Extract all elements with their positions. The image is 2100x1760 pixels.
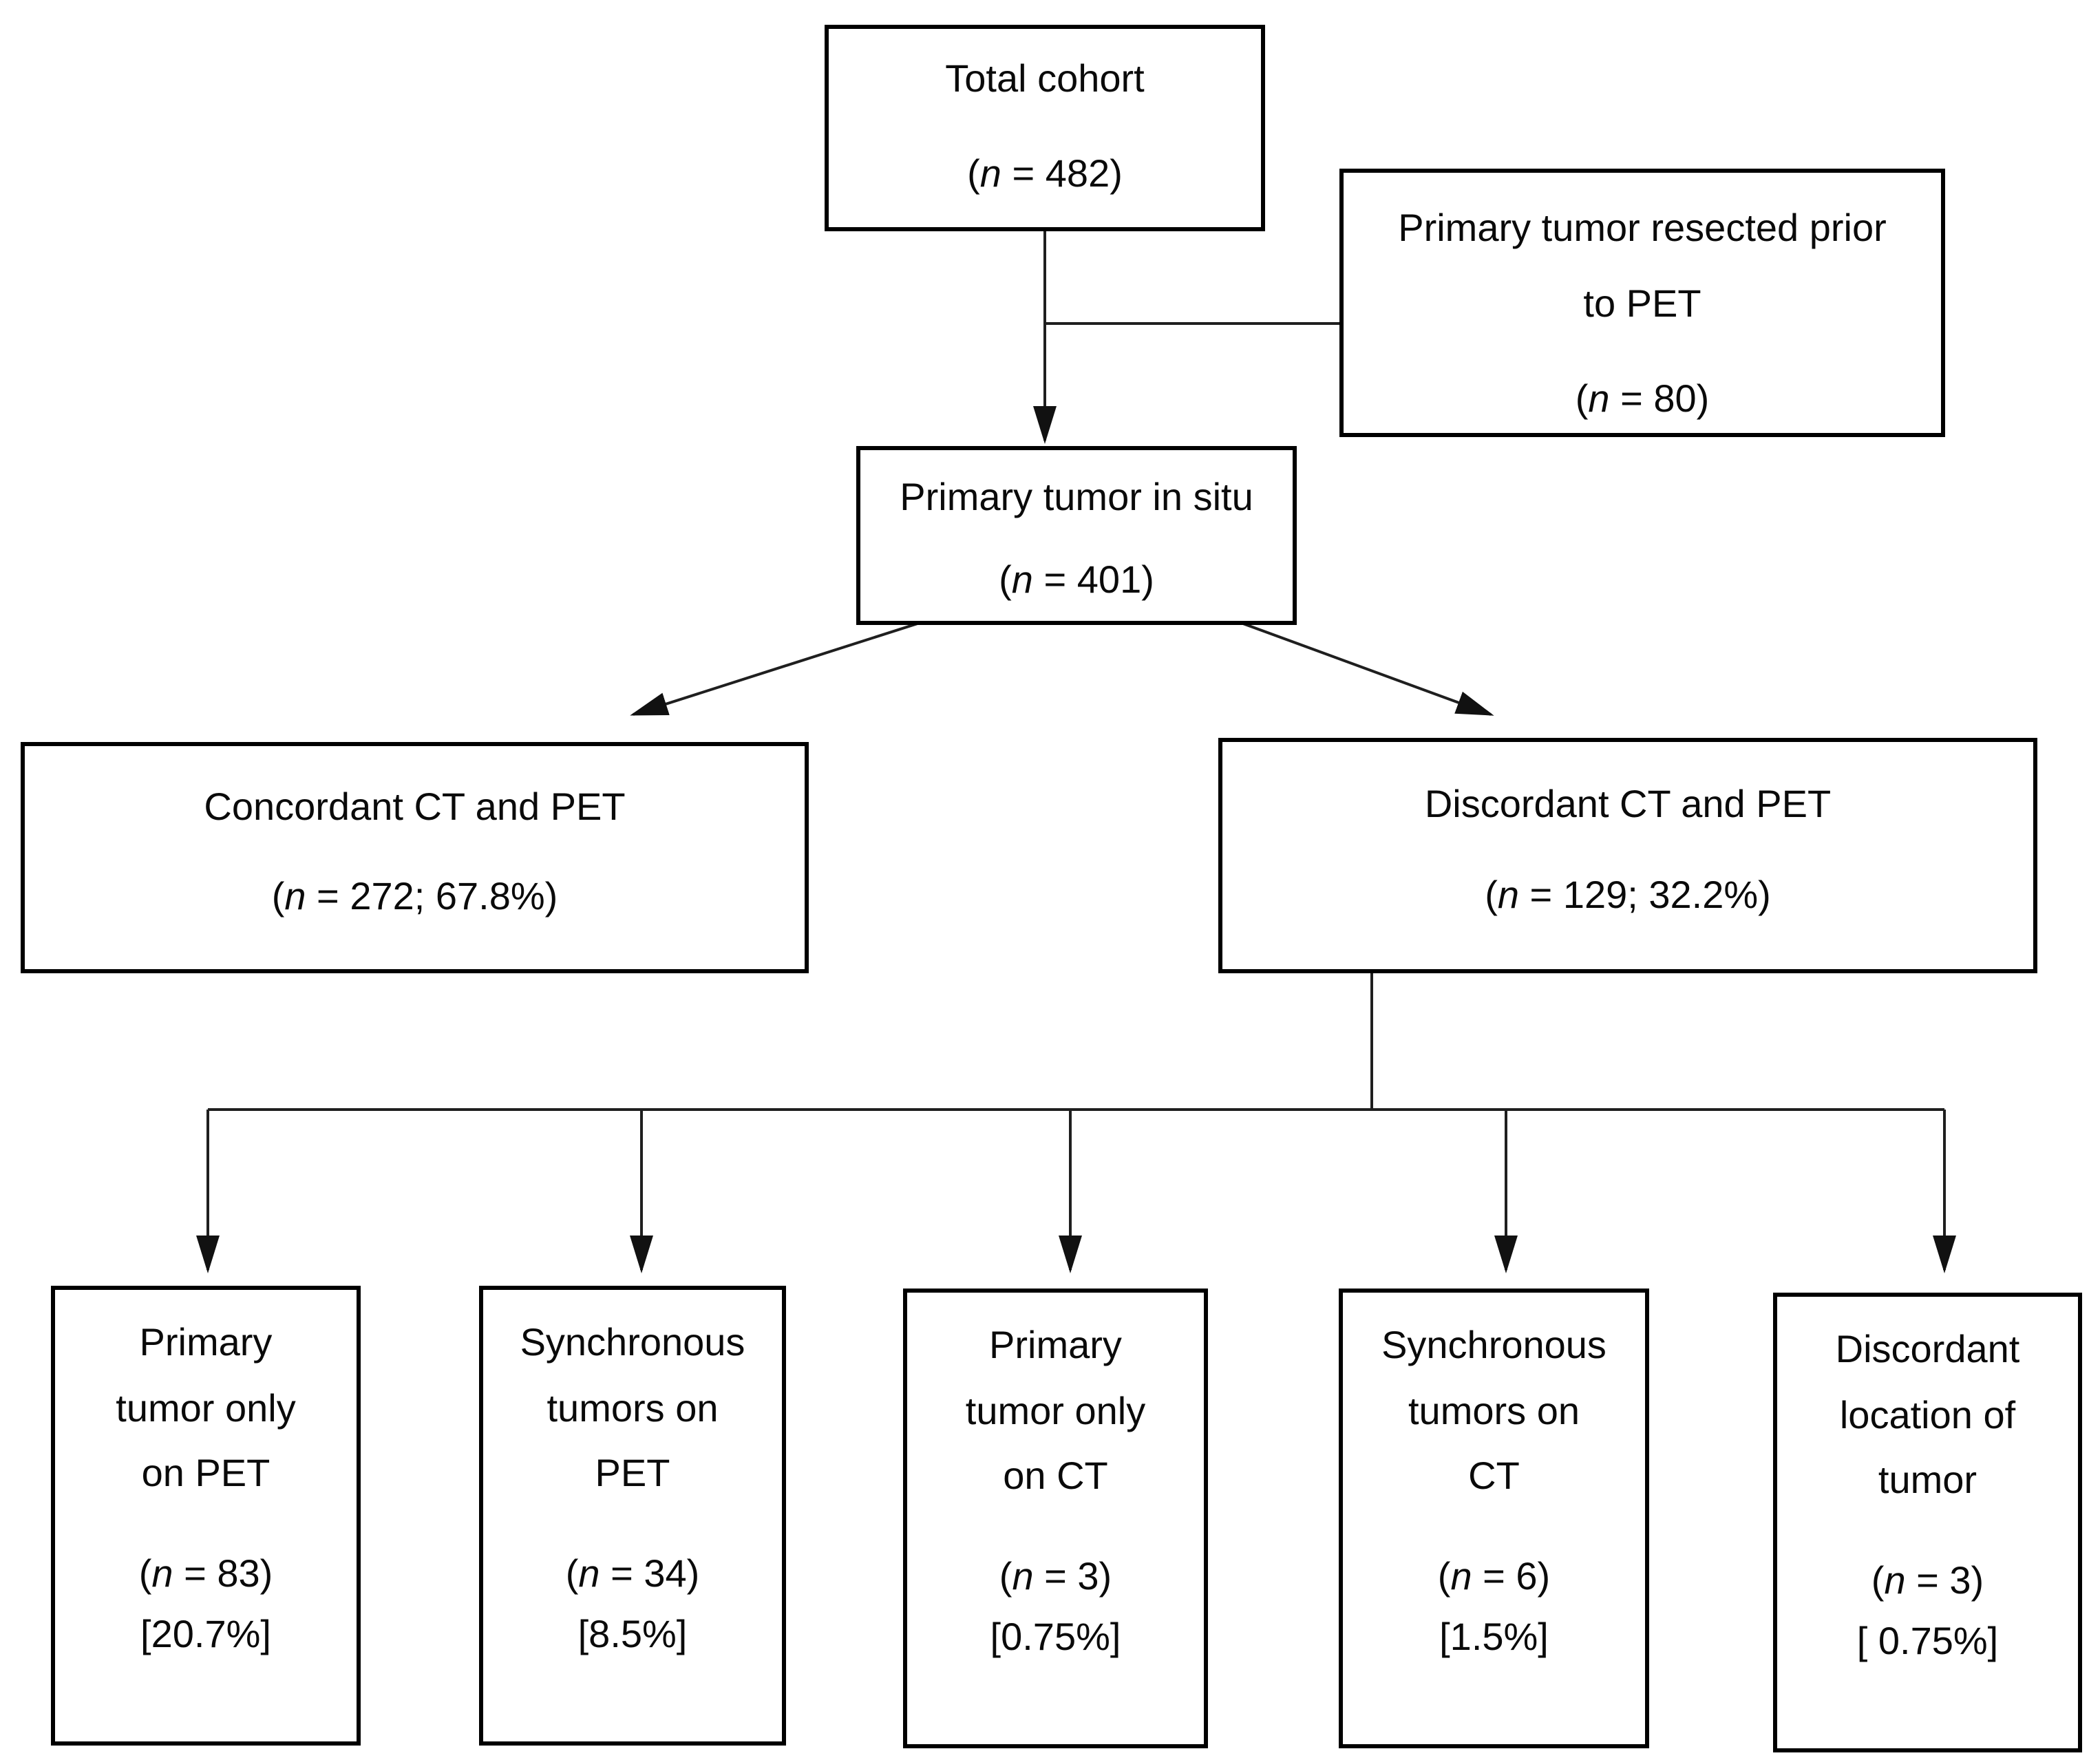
box-pct-line: [1.5%]	[1439, 1615, 1549, 1658]
box-n-line: (n = 34)	[483, 1551, 782, 1595]
box-title-line: tumor	[1878, 1458, 1977, 1501]
box-pct-line: [20.7%]	[140, 1612, 271, 1655]
box-pct-line: [8.5%]	[577, 1612, 688, 1655]
box-title-line: on PET	[141, 1451, 271, 1494]
box-synchronous-tumors-ct: Synchronous tumors on CT (n = 6) [1.5%]	[1339, 1289, 1649, 1748]
box-n-line: (n = 3)	[1777, 1558, 2078, 1602]
n-open: (	[999, 1554, 1012, 1598]
box-discordant-location: Discordant location of tumor (n = 3) [ 0…	[1773, 1293, 2082, 1752]
box-title-line: Concordant CT and PET	[204, 785, 626, 828]
connector-insitu-to-concordant-arrow	[630, 622, 918, 716]
box-title-line: Primary	[139, 1320, 273, 1364]
box-n-line: (n = 272; 67.8%)	[25, 874, 805, 918]
n-open: (	[1437, 1554, 1451, 1598]
n-symbol: n	[1497, 873, 1519, 916]
box-n-line: (n = 83)	[55, 1551, 357, 1595]
n-open: (	[271, 874, 285, 918]
n-symbol: n	[284, 874, 306, 918]
box-primary-tumor-only-ct: Primary tumor only on CT (n = 3) [0.75%]	[903, 1289, 1208, 1748]
box-title-line: Discordant CT and PET	[1424, 782, 1832, 825]
n-rest: = 34)	[600, 1551, 700, 1595]
box-title-line: tumors on	[547, 1386, 719, 1430]
n-rest: = 3)	[1033, 1554, 1112, 1598]
n-open: (	[565, 1551, 579, 1595]
box-title-line: Primary tumor resected prior	[1398, 206, 1887, 249]
n-symbol: n	[979, 151, 1001, 195]
n-rest: = 83)	[173, 1551, 273, 1595]
n-rest: = 6)	[1472, 1554, 1551, 1598]
n-open: (	[1871, 1558, 1885, 1602]
n-rest: = 3)	[1905, 1558, 1984, 1602]
box-pct-line: [ 0.75%]	[1856, 1619, 1999, 1662]
n-open: (	[1485, 873, 1498, 916]
connector-insitu-to-discordant-arrow	[1242, 622, 1494, 716]
n-symbol: n	[1588, 377, 1610, 420]
n-open: (	[1575, 377, 1589, 420]
box-discordant-ct-pet: Discordant CT and PET (n = 129; 32.2%)	[1218, 738, 2037, 973]
n-symbol: n	[151, 1551, 173, 1595]
box-title-line: to PET	[1583, 282, 1701, 325]
box-title-line: tumors on	[1408, 1389, 1580, 1432]
n-rest: = 80)	[1609, 377, 1710, 420]
n-symbol: n	[1884, 1558, 1906, 1602]
n-symbol: n	[1450, 1554, 1472, 1598]
box-n-line: (n = 129; 32.2%)	[1222, 873, 2033, 917]
box-pct-line: [0.75%]	[990, 1615, 1121, 1658]
box-n-line: (n = 80)	[1344, 377, 1941, 421]
box-primary-tumor-in-situ: Primary tumor in situ (n = 401)	[856, 446, 1297, 625]
box-resected-prior-to-pet: Primary tumor resected prior to PET (n =…	[1339, 169, 1945, 437]
n-symbol: n	[578, 1551, 600, 1595]
box-n-line: (n = 6)	[1343, 1554, 1645, 1598]
box-title-line: on CT	[1003, 1454, 1108, 1497]
n-rest: = 401)	[1032, 558, 1154, 601]
box-title-line: Synchronous	[520, 1320, 745, 1364]
box-primary-tumor-only-pet: Primary tumor only on PET (n = 83) [20.7…	[51, 1286, 361, 1746]
box-total-cohort: Total cohort (n = 482)	[825, 25, 1265, 231]
n-rest: = 129; 32.2%)	[1519, 873, 1771, 916]
box-title-line: Primary tumor in situ	[900, 475, 1253, 518]
n-rest: = 482)	[1001, 151, 1123, 195]
n-rest: = 272; 67.8%)	[306, 874, 558, 918]
box-title-line: Discordant	[1835, 1327, 2020, 1370]
n-open: (	[999, 558, 1012, 601]
box-title-line: CT	[1468, 1454, 1520, 1497]
box-n-line: (n = 482)	[829, 151, 1261, 195]
box-title-line: tumor only	[116, 1386, 296, 1430]
n-symbol: n	[1011, 558, 1033, 601]
box-n-line: (n = 401)	[860, 558, 1293, 602]
box-title-line: Primary	[989, 1323, 1122, 1366]
box-title-line: PET	[595, 1451, 670, 1494]
box-title-line: Synchronous	[1381, 1323, 1606, 1366]
box-concordant-ct-pet: Concordant CT and PET (n = 272; 67.8%)	[21, 742, 809, 973]
box-title-line: tumor only	[965, 1389, 1146, 1432]
box-title-line: Total cohort	[945, 56, 1145, 100]
box-synchronous-tumors-pet: Synchronous tumors on PET (n = 34) [8.5%…	[479, 1286, 786, 1746]
box-title-line: location of	[1839, 1393, 2016, 1436]
n-symbol: n	[1012, 1554, 1034, 1598]
n-open: (	[138, 1551, 152, 1595]
n-open: (	[967, 151, 980, 195]
box-n-line: (n = 3)	[907, 1554, 1204, 1598]
